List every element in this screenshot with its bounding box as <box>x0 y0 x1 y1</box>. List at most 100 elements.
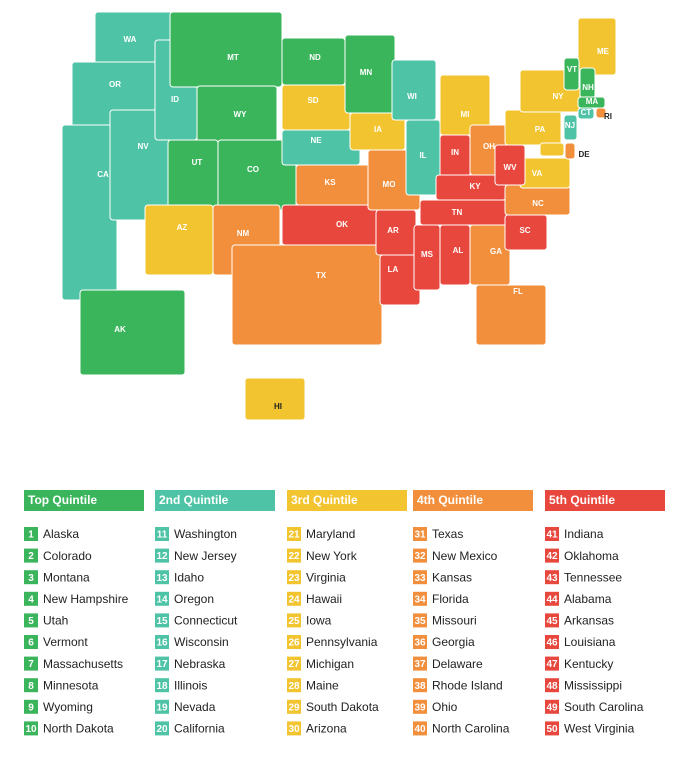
state-label: AL <box>453 246 464 255</box>
state-label: ID <box>171 95 179 104</box>
rank-box <box>545 699 559 714</box>
rank-number: 5 <box>28 616 34 627</box>
rank-number: 41 <box>546 530 558 541</box>
rank-box <box>24 635 38 649</box>
state-name: Hawaii <box>306 592 342 606</box>
state-label: NV <box>137 142 149 151</box>
state-shape <box>144 204 214 276</box>
state-label: MI <box>461 110 470 119</box>
state-name: Arkansas <box>564 614 614 628</box>
rank-box <box>413 721 427 736</box>
legend: Top Quintile 1 Alaska 2 Colorado 3 Montana 4 New… <box>24 490 665 736</box>
rank-box <box>413 635 427 649</box>
state-name: Mississippi <box>564 678 622 692</box>
rank-number: 15 <box>156 616 168 627</box>
state-label: AK <box>114 325 126 334</box>
rank-number: 37 <box>414 659 426 670</box>
rank-number: 17 <box>156 659 168 670</box>
state-label: AR <box>387 226 399 235</box>
state-name: Nebraska <box>174 657 226 671</box>
state-label: DE <box>578 150 590 159</box>
state-name: Wyoming <box>43 700 93 714</box>
state-name: Washington <box>174 527 237 541</box>
rank-box <box>545 527 559 541</box>
state-label: WY <box>234 110 248 119</box>
state-name: Michigan <box>306 657 354 671</box>
state-shape <box>577 17 617 76</box>
state-shape <box>244 377 306 421</box>
state-name: Utah <box>43 614 68 628</box>
state-label: OK <box>336 220 348 229</box>
state-shape <box>519 157 571 189</box>
rank-box <box>545 613 559 628</box>
rank-box <box>287 527 301 541</box>
rank-number: 39 <box>414 702 426 713</box>
rank-box <box>545 570 559 585</box>
rank-number: 26 <box>288 638 300 649</box>
state-label: FL <box>513 287 523 296</box>
state-name: Ohio <box>432 700 458 714</box>
state-label: IL <box>419 151 426 160</box>
state-name: Rhode Island <box>432 678 503 692</box>
state-name: California <box>174 722 225 736</box>
state-label: WI <box>407 92 417 101</box>
state-label: NJ <box>565 121 575 130</box>
rank-number: 22 <box>288 551 300 562</box>
state-label: WV <box>504 163 518 172</box>
rank-number: 30 <box>288 724 300 735</box>
rank-box <box>545 548 559 563</box>
quintile-header <box>287 490 407 511</box>
rank-box <box>413 656 427 671</box>
state-label: CA <box>97 170 109 179</box>
state-shape <box>504 109 562 146</box>
state-label: IA <box>374 125 382 134</box>
rank-number: 7 <box>28 659 34 670</box>
rank-number: 50 <box>546 724 558 735</box>
state-shape <box>281 84 351 131</box>
state-name: Alaska <box>43 527 79 541</box>
state-name: Vermont <box>43 635 88 649</box>
quintile-header <box>545 490 665 511</box>
state-label: LA <box>388 265 399 274</box>
state-shape <box>281 204 381 246</box>
rank-number: 31 <box>414 530 426 541</box>
rank-box <box>287 721 301 736</box>
rank-number: 4 <box>28 594 34 605</box>
state-label: VA <box>532 169 543 178</box>
state-shape <box>391 59 437 121</box>
state-label: NM <box>237 229 250 238</box>
rank-number: 1 <box>28 530 34 541</box>
rank-box <box>155 699 169 714</box>
state-name: North Carolina <box>432 722 510 736</box>
rank-number: 24 <box>288 594 300 605</box>
state-label: ME <box>597 47 610 56</box>
rank-number: 43 <box>546 573 558 584</box>
state-label: CO <box>247 165 259 174</box>
state-name: Georgia <box>432 635 475 649</box>
state-label: NY <box>552 92 564 101</box>
quintile-title: 5th Quintile <box>549 493 615 507</box>
state-label: IN <box>451 148 459 157</box>
state-shape <box>231 244 383 346</box>
rank-box <box>413 678 427 693</box>
rank-number: 33 <box>414 573 426 584</box>
rank-number: 9 <box>28 702 34 713</box>
quintile-title: 2nd Quintile <box>159 493 229 507</box>
state-name: New Jersey <box>174 549 237 563</box>
state-label: PA <box>535 125 546 134</box>
rank-box <box>24 656 38 671</box>
rank-box <box>24 699 38 714</box>
rank-box <box>287 548 301 563</box>
rank-box <box>287 678 301 693</box>
state-name: Arizona <box>306 722 347 736</box>
quintile-title: 3rd Quintile <box>291 493 358 507</box>
state-name: West Virginia <box>564 722 635 736</box>
quintile-title: Top Quintile <box>28 493 97 507</box>
rank-box <box>155 656 169 671</box>
rank-box <box>287 699 301 714</box>
state-label: CT <box>581 108 592 117</box>
rank-number: 10 <box>25 724 37 735</box>
state-name: Illinois <box>174 678 207 692</box>
rank-box <box>413 591 427 606</box>
state-name: Maryland <box>306 527 355 541</box>
